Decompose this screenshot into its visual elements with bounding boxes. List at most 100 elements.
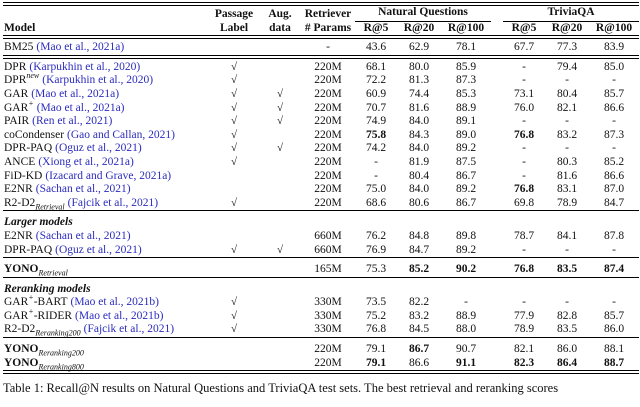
score-cell: 87.3 <box>455 74 477 87</box>
params-cell: 220M <box>314 115 342 128</box>
citation-link[interactable]: (Izacard and Grave, 2021a) <box>45 169 172 182</box>
citation-link[interactable]: (Oguz et al., 2021) <box>55 243 142 256</box>
section-rule <box>3 257 639 262</box>
score-cell: 86.0 <box>556 343 578 356</box>
citation-link[interactable]: (Fajcik et al., 2021) <box>67 196 159 209</box>
section-label-row: Larger models <box>3 214 639 230</box>
passage-label-check <box>209 183 259 197</box>
model-name: YONO <box>4 263 39 276</box>
score-cell: 75.0 <box>365 183 387 196</box>
model-cell: PAIR (Ren et al., 2021) <box>3 115 209 129</box>
score-cell: 88.9 <box>455 309 477 322</box>
params-cell: 220M <box>314 343 342 356</box>
passage-label-check: √ <box>230 60 238 73</box>
citation-link[interactable]: (Mao et al., 2021a) <box>36 101 125 114</box>
table-row: R2-D2Reranking200 (Fajcik et al., 2021) √ 3… <box>3 323 639 337</box>
citation-link[interactable]: (Mao et al., 2021b) <box>70 296 159 309</box>
passage-label-check: √ <box>230 142 238 155</box>
score-cell: 87.0 <box>603 183 625 196</box>
top-rule <box>3 2 639 6</box>
params-cell: 220M <box>314 128 342 141</box>
score-cell: 76.8 <box>513 183 535 196</box>
score-cell: 78.9 <box>556 196 578 209</box>
citation-link[interactable]: (Karpukhin et al., 2020) <box>42 74 154 87</box>
score-cell: 86.4 <box>556 356 578 369</box>
score-cell: 88.0 <box>455 323 477 336</box>
score-cell: - <box>565 115 569 128</box>
score-cell: 91.1 <box>455 356 477 369</box>
score-cell: 78.9 <box>513 323 535 336</box>
column-gap <box>491 323 503 337</box>
score-cell: 89.2 <box>455 142 477 155</box>
params-cell: - <box>326 41 330 54</box>
model-name: YONO <box>4 343 39 356</box>
score-cell: 87.8 <box>603 229 625 242</box>
model-name: coCondenser <box>4 128 65 141</box>
passage-label-check <box>209 341 259 357</box>
citation-link[interactable]: (Mao et al., 2021a) <box>31 87 120 100</box>
params-cell: 330M <box>314 309 342 322</box>
score-cell: 86.6 <box>408 356 430 369</box>
model-name: YONO <box>4 356 39 369</box>
citation-link[interactable]: (Xiong et al., 2021a) <box>38 155 134 168</box>
passage-label-check: √ <box>230 296 238 309</box>
citation-link[interactable]: (Oguz et al., 2021) <box>55 142 142 155</box>
passage-label-check: √ <box>230 115 238 128</box>
model-cell: FiD-KD (Izacard and Grave, 2021a) <box>3 170 209 184</box>
citation-link[interactable]: (Karpukhin et al., 2020) <box>29 60 141 73</box>
table-row: E2NR (Sachan et al., 2021) 660M 76.2 84.8 89.… <box>3 230 639 244</box>
model-name: R2-D2 <box>4 196 36 209</box>
table-row: PAIR (Ren et al., 2021) √ √ 220M 74.9 84.0 89.1… <box>3 115 639 129</box>
params-cell: 330M <box>314 323 342 336</box>
score-cell: 80.4 <box>556 87 578 100</box>
score-cell: 82.1 <box>556 101 578 114</box>
citation-link[interactable]: (Fajcik et al., 2021) <box>83 323 175 336</box>
model-name-suffix: -BART <box>33 296 68 309</box>
score-cell: 79.1 <box>365 356 387 369</box>
model-superscript: + <box>28 293 34 303</box>
params-cell: 330M <box>314 296 342 309</box>
aug-data-check <box>259 357 301 371</box>
score-cell: 82.1 <box>513 343 535 356</box>
score-cell: - <box>565 243 569 256</box>
column-gap <box>491 296 503 310</box>
score-cell: 84.0 <box>408 142 430 155</box>
score-cell: 84.0 <box>408 115 430 128</box>
score-cell: 76.8 <box>513 128 535 141</box>
score-cell: - <box>374 169 378 182</box>
score-cell: 83.5 <box>556 323 578 336</box>
section-rule <box>3 54 639 59</box>
score-cell: 75.8 <box>365 128 387 141</box>
passage-label-check <box>209 357 259 371</box>
score-cell: 88.7 <box>603 356 625 369</box>
table-row: YONOReranking200 220M 79.1 86.7 90.7 82.1 86.0… <box>3 341 639 357</box>
table-row: DPR (Karpukhin et al., 2020) √ 220M 68.1 80.0… <box>3 58 639 74</box>
score-cell: 86.7 <box>455 196 477 209</box>
citation-link[interactable]: (Gao and Callan, 2021) <box>67 128 175 141</box>
score-cell: 87.4 <box>603 263 625 276</box>
citation-link[interactable]: (Ren et al., 2021) <box>32 115 113 128</box>
score-cell: - <box>612 74 616 87</box>
score-cell: 82.2 <box>408 296 430 309</box>
aug-data-check <box>259 170 301 184</box>
table-caption: Table 1: Recall@N results on Natural Que… <box>3 381 559 396</box>
col-header-nq-r20: R@20 <box>403 21 435 34</box>
model-name: E2NR <box>4 229 33 242</box>
score-cell: 84.7 <box>603 196 625 209</box>
table-row: GAR+-BART (Mao et al., 2021b) √ 330M 73.5 82.… <box>3 293 639 310</box>
params-cell: 220M <box>314 87 342 100</box>
score-cell: 76.0 <box>513 101 535 114</box>
group-header-natural-questions: Natural Questions <box>355 5 491 22</box>
citation-link[interactable]: (Sachan et al., 2021) <box>35 229 131 242</box>
citation-link[interactable]: (Mao et al., 2021b) <box>75 309 164 322</box>
passage-label-check <box>209 261 259 277</box>
model-name: PAIR <box>4 115 30 128</box>
score-cell: 76.9 <box>365 243 387 256</box>
score-cell: - <box>522 74 526 87</box>
citation-link[interactable]: (Sachan et al., 2021) <box>35 183 131 196</box>
section-label: Reranking models <box>4 282 91 295</box>
model-cell: GAR+-BART (Mao et al., 2021b) <box>3 293 209 310</box>
column-gap <box>491 357 503 371</box>
model-subscript: Retrieval <box>35 202 65 212</box>
citation-link[interactable]: (Mao et al., 2021a) <box>36 41 125 54</box>
